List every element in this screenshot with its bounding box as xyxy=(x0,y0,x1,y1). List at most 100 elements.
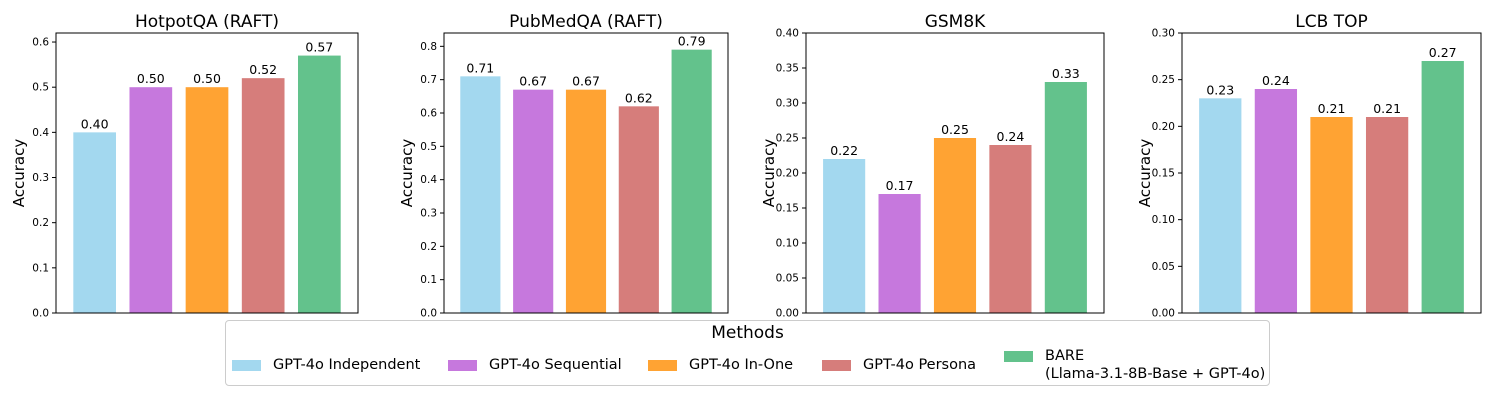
plot-frame xyxy=(1181,32,1482,314)
bar-value-label: 0.24 xyxy=(1262,73,1290,88)
y-tick-label: 0.25 xyxy=(776,133,799,145)
y-tick-label: 0.1 xyxy=(32,262,49,274)
bar xyxy=(1365,117,1409,313)
legend-swatch xyxy=(648,360,677,371)
bar xyxy=(1199,98,1242,313)
y-tick-label: 0.5 xyxy=(420,141,437,153)
legend-label: GPT-4o In-One xyxy=(689,357,794,373)
bar-value-label: 0.22 xyxy=(830,143,858,158)
y-tick-label: 0.5 xyxy=(32,82,49,94)
legend-item-gpt4o-in-one: GPT-4o In-One xyxy=(648,356,793,374)
legend-item-gpt4o-independent: GPT-4o Independent xyxy=(232,356,420,374)
chart-title: LCB TOP xyxy=(1295,12,1367,32)
bar xyxy=(933,138,977,313)
bar-value-label: 0.25 xyxy=(941,122,969,137)
y-tick-label: 0.05 xyxy=(1152,261,1175,273)
y-tick-label: 0.20 xyxy=(1152,121,1175,133)
legend-item-bare: BARE (Llama-3.1-8B-Base + GPT-4o) xyxy=(1004,347,1265,383)
bar xyxy=(460,76,501,313)
legend-swatch xyxy=(232,360,261,371)
y-axis-label: Accuracy xyxy=(1136,139,1154,208)
bar xyxy=(878,194,921,313)
bar xyxy=(671,49,712,314)
bar xyxy=(185,87,229,314)
y-tick-label: 0.20 xyxy=(776,168,799,180)
y-tick-label: 0.2 xyxy=(420,241,437,253)
bar-value-label: 0.62 xyxy=(625,90,653,105)
legend-label: GPT-4o Sequential xyxy=(489,357,622,373)
legend: Methods GPT-4o Independent GPT-4o Sequen… xyxy=(225,320,1270,386)
y-tick-label: 0.6 xyxy=(32,37,49,49)
bar xyxy=(129,87,173,314)
y-tick-label: 0.15 xyxy=(776,203,799,215)
bar xyxy=(1310,117,1353,313)
bar-value-label: 0.17 xyxy=(886,178,914,193)
plot-frame xyxy=(443,32,729,314)
bar-value-label: 0.52 xyxy=(249,62,277,77)
plot-frame xyxy=(805,32,1105,314)
bar-value-label: 0.27 xyxy=(1429,45,1457,60)
chart-title: PubMedQA (RAFT) xyxy=(509,12,663,32)
y-tick-label: 0.1 xyxy=(420,274,437,286)
legend-label: BARE (Llama-3.1-8B-Base + GPT-4o) xyxy=(1045,348,1266,382)
plot-frame xyxy=(55,32,359,314)
bar-value-label: 0.67 xyxy=(572,74,600,89)
legend-swatch xyxy=(1004,351,1033,362)
y-tick-label: 0.10 xyxy=(776,238,799,250)
y-tick-label: 0.40 xyxy=(776,28,799,40)
y-tick-label: 0.4 xyxy=(420,174,437,186)
y-tick-label: 0.10 xyxy=(1152,214,1175,226)
y-tick-label: 0.00 xyxy=(1152,308,1175,320)
bar xyxy=(989,145,1032,313)
bar-value-label: 0.57 xyxy=(305,40,333,55)
bar xyxy=(823,159,866,313)
bar xyxy=(1254,89,1298,313)
bar-value-label: 0.24 xyxy=(997,129,1025,144)
y-axis-label: Accuracy xyxy=(10,139,28,208)
y-tick-label: 0.15 xyxy=(1152,168,1175,180)
legend-item-gpt4o-sequential: GPT-4o Sequential xyxy=(448,356,622,374)
bar-value-label: 0.67 xyxy=(519,74,547,89)
bar-value-label: 0.79 xyxy=(678,34,706,49)
bar-value-label: 0.50 xyxy=(193,71,221,86)
y-tick-label: 0.0 xyxy=(420,308,437,320)
bar xyxy=(297,55,341,313)
y-tick-label: 0.6 xyxy=(420,108,437,120)
bar-value-label: 0.71 xyxy=(466,60,494,75)
y-tick-label: 0.0 xyxy=(32,308,49,320)
legend-label: GPT-4o Independent xyxy=(273,357,421,373)
bar xyxy=(618,106,659,313)
y-tick-label: 0.05 xyxy=(776,273,799,285)
y-axis-label: Accuracy xyxy=(398,139,416,208)
y-tick-label: 0.2 xyxy=(32,217,49,229)
bar-value-label: 0.21 xyxy=(1318,101,1346,116)
bar-value-label: 0.23 xyxy=(1206,82,1234,97)
y-tick-label: 0.25 xyxy=(1152,74,1175,86)
y-axis-label: Accuracy xyxy=(760,139,778,208)
bar xyxy=(513,89,554,314)
legend-label: GPT-4o Persona xyxy=(863,357,977,373)
bar xyxy=(73,132,117,313)
legend-swatch xyxy=(448,360,477,371)
y-tick-label: 0.35 xyxy=(776,63,799,75)
y-tick-label: 0.3 xyxy=(420,208,437,220)
y-tick-label: 0.4 xyxy=(32,127,49,139)
bar-value-label: 0.40 xyxy=(81,116,109,131)
chart-title: HotpotQA (RAFT) xyxy=(135,12,279,32)
bar xyxy=(241,78,285,314)
y-tick-label: 0.30 xyxy=(1152,28,1175,40)
legend-title: Methods xyxy=(711,323,784,343)
bar-value-label: 0.21 xyxy=(1373,101,1401,116)
y-tick-label: 0.00 xyxy=(776,308,799,320)
legend-item-gpt4o-persona: GPT-4o Persona xyxy=(822,356,976,374)
bar-value-label: 0.50 xyxy=(137,71,165,86)
y-tick-label: 0.7 xyxy=(420,74,437,86)
bar xyxy=(1044,82,1087,313)
y-tick-label: 0.3 xyxy=(32,172,49,184)
legend-swatch xyxy=(822,360,851,371)
y-tick-label: 0.8 xyxy=(420,41,437,53)
chart-title: GSM8K xyxy=(925,12,986,32)
bar-value-label: 0.33 xyxy=(1052,66,1080,81)
y-tick-label: 0.30 xyxy=(776,98,799,110)
